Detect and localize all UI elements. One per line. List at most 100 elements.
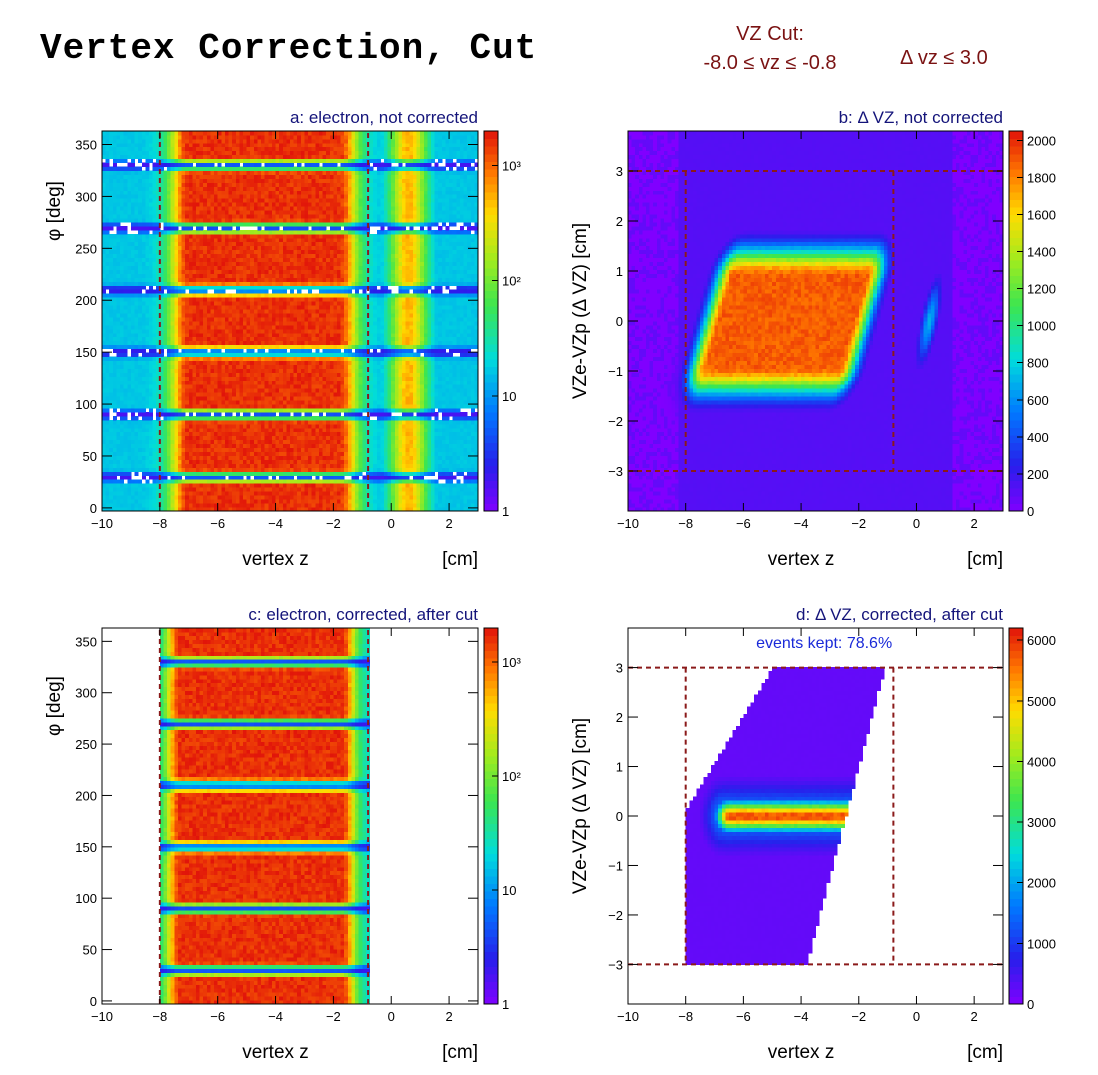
- heatmap-cell: [225, 333, 229, 337]
- heatmap-cell: [268, 416, 272, 420]
- heatmap-cell: [174, 495, 178, 499]
- heatmap-cell: [196, 467, 200, 471]
- heatmap-cell: [279, 147, 283, 151]
- heatmap-cell: [102, 475, 106, 479]
- heatmap-cell: [279, 131, 283, 135]
- heatmap-cell: [124, 436, 128, 440]
- heatmap-cell: [120, 460, 124, 464]
- heatmap-cell: [145, 262, 149, 266]
- heatmap-cell: [196, 448, 200, 452]
- heatmap-cell: [276, 210, 280, 214]
- heatmap-cell: [167, 464, 171, 468]
- heatmap-cell: [127, 274, 131, 278]
- heatmap-cell: [196, 384, 200, 388]
- heatmap-cell: [163, 471, 167, 475]
- heatmap-cell: [167, 131, 171, 135]
- heatmap-cell: [225, 242, 229, 246]
- heatmap-cell: [163, 448, 167, 452]
- heatmap-cell: [131, 289, 135, 293]
- heatmap-cell: [214, 317, 218, 321]
- heatmap-cell: [279, 341, 283, 345]
- heatmap-cell: [192, 345, 196, 349]
- heatmap-cell: [243, 487, 247, 491]
- heatmap-cell: [174, 285, 178, 289]
- heatmap-cell: [283, 293, 287, 297]
- heatmap-cell: [207, 167, 211, 171]
- heatmap-cell: [189, 412, 193, 416]
- heatmap-cell: [286, 270, 290, 274]
- heatmap-cell: [109, 460, 113, 464]
- heatmap-cell: [106, 396, 110, 400]
- heatmap-cell: [174, 289, 178, 293]
- heatmap-cell: [203, 471, 207, 475]
- heatmap-cell: [163, 361, 167, 365]
- heatmap-cell: [283, 226, 287, 230]
- heatmap-cell: [138, 190, 142, 194]
- heatmap-cell: [149, 392, 153, 396]
- heatmap-cell: [283, 479, 287, 483]
- heatmap-cell: [120, 194, 124, 198]
- heatmap-cell: [243, 444, 247, 448]
- heatmap-cell: [218, 163, 222, 167]
- heatmap-cell: [229, 503, 233, 507]
- heatmap-cell: [272, 171, 276, 175]
- heatmap-cell: [138, 254, 142, 258]
- heatmap-cell: [142, 357, 146, 361]
- heatmap-cell: [218, 487, 222, 491]
- heatmap-cell: [239, 460, 243, 464]
- heatmap-cell: [127, 285, 131, 289]
- heatmap-cell: [214, 361, 218, 365]
- heatmap-cell: [127, 171, 131, 175]
- heatmap-cell: [135, 218, 139, 222]
- heatmap-cell: [171, 408, 175, 412]
- heatmap-cell: [106, 495, 110, 499]
- heatmap-cell: [203, 143, 207, 147]
- heatmap-cell: [225, 396, 229, 400]
- heatmap-cell: [124, 448, 128, 452]
- heatmap-cell: [221, 159, 225, 163]
- heatmap-cell: [254, 202, 258, 206]
- heatmap-cell: [257, 321, 261, 325]
- heatmap-cell: [138, 388, 142, 392]
- heatmap-cell: [142, 202, 146, 206]
- heatmap-cell: [210, 460, 214, 464]
- heatmap-cell: [171, 491, 175, 495]
- heatmap-cell: [171, 297, 175, 301]
- heatmap-cell: [243, 479, 247, 483]
- heatmap-cell: [243, 412, 247, 416]
- heatmap-cell: [279, 491, 283, 495]
- heatmap-cell: [171, 329, 175, 333]
- heatmap-cell: [247, 262, 251, 266]
- heatmap-cell: [243, 155, 247, 159]
- heatmap-cell: [221, 420, 225, 424]
- heatmap-cell: [221, 254, 225, 258]
- heatmap-cell: [243, 467, 247, 471]
- heatmap-cell: [171, 392, 175, 396]
- heatmap-cell: [189, 179, 193, 183]
- heatmap-cell: [196, 456, 200, 460]
- heatmap-cell: [116, 281, 120, 285]
- heatmap-cell: [178, 365, 182, 369]
- heatmap-cell: [286, 424, 290, 428]
- heatmap-cell: [229, 131, 233, 135]
- heatmap-cell: [106, 404, 110, 408]
- heatmap-cell: [254, 254, 258, 258]
- heatmap-cell: [127, 206, 131, 210]
- heatmap-cell: [225, 460, 229, 464]
- heatmap-cell: [171, 495, 175, 499]
- heatmap-cell: [265, 297, 269, 301]
- heatmap-cell: [283, 329, 287, 333]
- heatmap-cell: [239, 321, 243, 325]
- heatmap-cell: [178, 321, 182, 325]
- heatmap-cell: [142, 230, 146, 234]
- heatmap-cell: [174, 155, 178, 159]
- heatmap-cell: [203, 479, 207, 483]
- heatmap-cell: [163, 293, 167, 297]
- heatmap-cell: [247, 369, 251, 373]
- heatmap-cell: [113, 254, 117, 258]
- heatmap-cell: [185, 400, 189, 404]
- heatmap-cell: [279, 495, 283, 499]
- heatmap-cell: [149, 460, 153, 464]
- heatmap-cell: [163, 218, 167, 222]
- heatmap-cell: [272, 246, 276, 250]
